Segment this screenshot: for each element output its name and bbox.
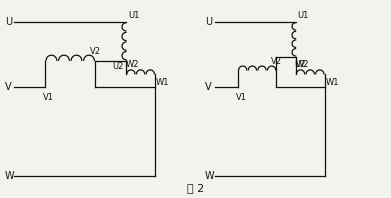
Text: V: V	[5, 82, 11, 92]
Text: V2: V2	[90, 47, 100, 56]
Text: W: W	[205, 171, 215, 181]
Text: W1: W1	[156, 78, 169, 87]
Text: U2: U2	[113, 62, 124, 71]
Text: W2: W2	[126, 60, 140, 69]
Text: U1: U1	[128, 11, 140, 20]
Text: W2: W2	[296, 60, 309, 69]
Text: V: V	[205, 82, 212, 92]
Text: W1: W1	[325, 78, 339, 87]
Text: V1: V1	[236, 93, 247, 102]
Text: U2: U2	[294, 60, 305, 69]
Text: V2: V2	[271, 56, 282, 66]
Text: U1: U1	[298, 11, 309, 20]
Text: 图 2: 图 2	[187, 183, 204, 193]
Text: U: U	[205, 17, 212, 27]
Text: U: U	[5, 17, 12, 27]
Text: V1: V1	[43, 93, 54, 102]
Text: W: W	[5, 171, 14, 181]
